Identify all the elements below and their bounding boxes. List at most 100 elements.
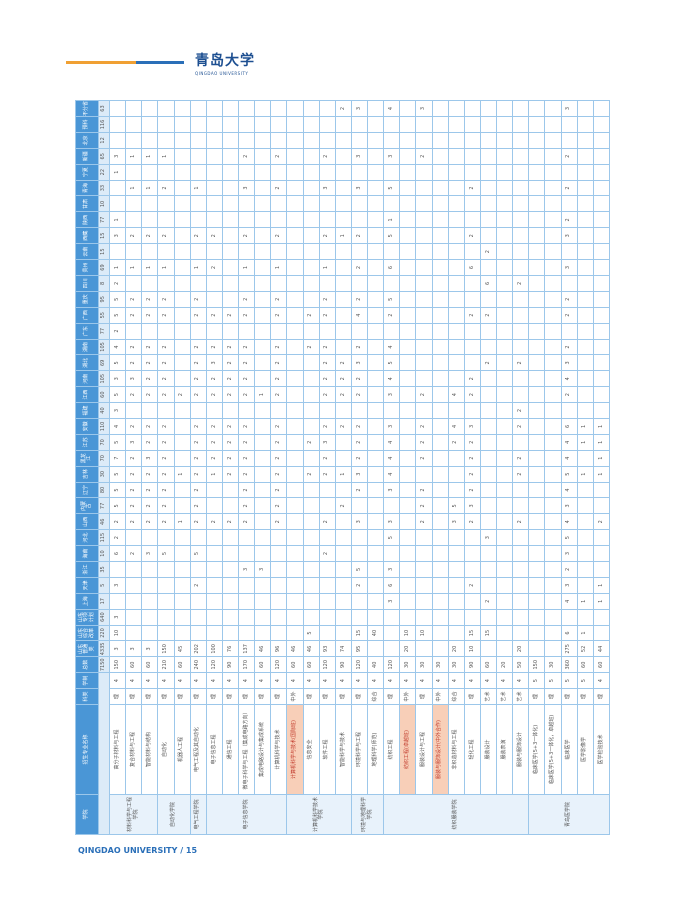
quota-cell: 4 bbox=[383, 338, 400, 355]
total-cell: 7150 bbox=[98, 656, 109, 673]
quota-cell bbox=[528, 497, 545, 514]
quota-cell: 15 bbox=[350, 624, 367, 641]
quota-cell bbox=[125, 131, 142, 148]
quota-cell bbox=[431, 290, 448, 307]
quota-cell bbox=[479, 433, 496, 450]
quota-cell: 1 bbox=[238, 259, 255, 275]
accent-bar bbox=[66, 61, 136, 64]
quota-cell bbox=[479, 322, 496, 339]
quota-cell bbox=[592, 560, 609, 577]
quota-cell bbox=[496, 513, 513, 530]
quota-cell: 2 bbox=[302, 465, 319, 482]
quota-cell bbox=[512, 179, 529, 196]
quota-cell bbox=[318, 402, 335, 418]
quota-cell bbox=[254, 211, 271, 228]
quota-cell bbox=[479, 449, 496, 466]
total-cell: 22 bbox=[98, 163, 109, 180]
quota-cell bbox=[254, 322, 271, 339]
quota-cell bbox=[399, 592, 416, 609]
total-cell: 10 bbox=[98, 545, 109, 561]
quota-cell: 2 bbox=[157, 465, 174, 482]
quota-cell: 5 bbox=[109, 433, 126, 450]
quota-cell: 3 bbox=[318, 179, 335, 196]
quota-cell bbox=[415, 274, 432, 291]
quota-cell: 4 bbox=[109, 338, 126, 355]
major-type: 理 bbox=[109, 688, 126, 704]
quota-cell bbox=[157, 608, 174, 625]
quota-cell bbox=[431, 386, 448, 403]
quota-cell bbox=[496, 481, 513, 498]
quota-cell bbox=[205, 402, 222, 418]
quota-cell: 2 bbox=[157, 513, 174, 530]
quota-cell: 2 bbox=[221, 449, 238, 466]
quota-cell bbox=[576, 608, 593, 625]
quota-cell bbox=[544, 131, 561, 148]
major-type: 理 bbox=[302, 688, 319, 704]
quota-cell: 2 bbox=[189, 354, 206, 371]
quota-cell bbox=[399, 481, 416, 498]
quota-cell bbox=[221, 592, 238, 609]
quota-cell: 10 bbox=[415, 624, 432, 641]
quota-cell: 100 bbox=[205, 640, 222, 657]
quota-cell bbox=[479, 608, 496, 625]
quota-cell bbox=[270, 195, 287, 212]
quota-cell bbox=[544, 513, 561, 530]
quota-cell: 2 bbox=[141, 290, 158, 307]
quota-cell bbox=[512, 624, 529, 641]
quota-cell bbox=[431, 338, 448, 355]
major-type: 理 bbox=[157, 688, 174, 704]
major-type: 理 bbox=[125, 688, 142, 704]
major-name: 软件工程 bbox=[318, 704, 335, 794]
column-header: 内蒙古 bbox=[75, 497, 98, 514]
quota-cell: 2 bbox=[415, 497, 432, 514]
quota-cell bbox=[334, 306, 351, 323]
quota-cell bbox=[528, 338, 545, 355]
quota-cell bbox=[496, 211, 513, 228]
quota-cell: 2 bbox=[125, 513, 142, 530]
quota-cell: 2 bbox=[415, 481, 432, 498]
quota-cell bbox=[528, 449, 545, 466]
quota-cell bbox=[528, 179, 545, 196]
quota-cell: 2 bbox=[238, 338, 255, 355]
quota-cell bbox=[254, 481, 271, 498]
quota-cell bbox=[463, 131, 480, 148]
column-header: 总数 bbox=[75, 656, 98, 673]
quota-cell bbox=[350, 116, 367, 132]
quota-cell bbox=[447, 306, 464, 323]
quota-cell bbox=[318, 211, 335, 228]
major-type: 理 bbox=[189, 688, 206, 704]
quota-cell bbox=[205, 274, 222, 291]
quota-cell bbox=[383, 195, 400, 212]
quota-cell: 2 bbox=[334, 100, 351, 117]
quota-cell bbox=[496, 592, 513, 609]
major-row: 非织造材料与工程 综合 4 30 20 3 5 2 4 4 bbox=[447, 100, 464, 834]
quota-cell bbox=[576, 560, 593, 577]
quota-cell bbox=[367, 259, 384, 275]
quota-cell bbox=[431, 513, 448, 530]
quota-cell bbox=[302, 513, 319, 530]
major-row: 服装与服饰设计(中外合作) 中外 4 30 bbox=[431, 100, 448, 834]
column-header: 甘肃 bbox=[75, 195, 98, 212]
quota-cell: 4 bbox=[447, 386, 464, 403]
quota-cell: 2 bbox=[238, 370, 255, 387]
quota-cell: 2 bbox=[415, 433, 432, 450]
quota-cell bbox=[447, 163, 464, 180]
quota-cell: 46 bbox=[286, 640, 303, 657]
major-years: 4 bbox=[270, 672, 287, 689]
quota-cell bbox=[270, 545, 287, 561]
major-row: 服装设计 艺术 4 60 15 2 3 2 2 6 2 bbox=[479, 100, 496, 834]
quota-cell bbox=[173, 227, 190, 244]
quota-cell bbox=[528, 354, 545, 371]
quota-cell bbox=[447, 243, 464, 260]
quota-cell bbox=[125, 274, 142, 291]
quota-cell bbox=[592, 227, 609, 244]
quota-cell bbox=[286, 131, 303, 148]
quota-cell: 2 bbox=[141, 306, 158, 323]
quota-cell bbox=[528, 433, 545, 450]
quota-cell bbox=[544, 465, 561, 482]
quota-cell bbox=[286, 481, 303, 498]
quota-cell bbox=[367, 608, 384, 625]
quota-cell: 5 bbox=[383, 290, 400, 307]
quota-cell bbox=[383, 274, 400, 291]
quota-cell bbox=[479, 211, 496, 228]
